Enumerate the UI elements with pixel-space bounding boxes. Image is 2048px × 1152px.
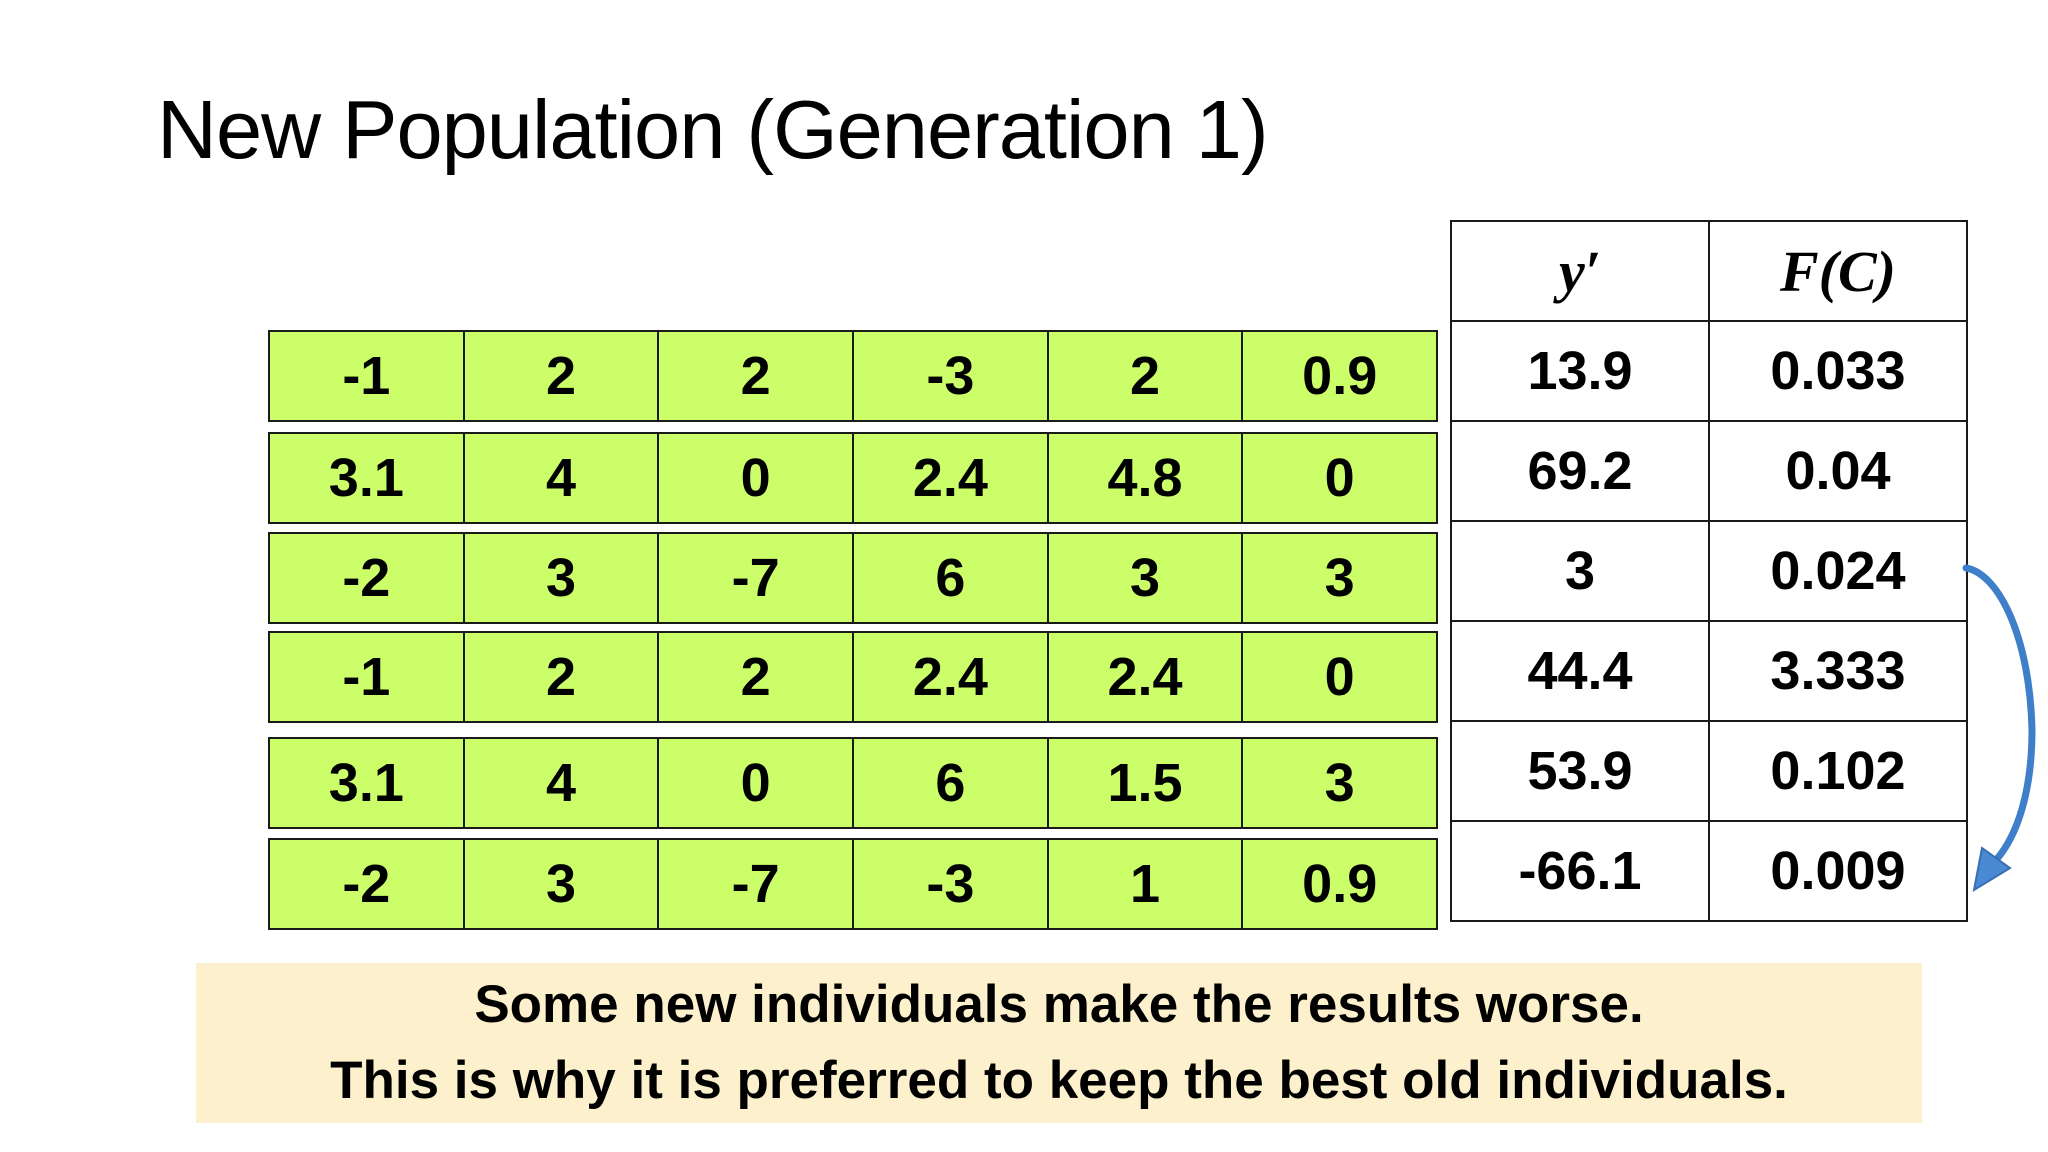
gene-cell: -2 bbox=[270, 534, 465, 622]
gene-cell: 3 bbox=[1324, 753, 1355, 813]
gene-cell: 0.9 bbox=[1302, 346, 1378, 406]
gene-cell: 2.4 bbox=[854, 434, 1049, 522]
fitness-header: F(C) bbox=[1708, 220, 1968, 322]
y-prime-value: 53.9 bbox=[1450, 720, 1710, 822]
gene-cell: 1.5 bbox=[1049, 739, 1244, 827]
gene-cell: -1 bbox=[270, 332, 465, 420]
gene-cell: 0.9 bbox=[1302, 854, 1378, 914]
y-prime-value: 13.9 bbox=[1450, 320, 1710, 422]
fitness-value: 3.333 bbox=[1708, 620, 1968, 722]
chromosome-row: -1 2 2 2.4 2.4 0 bbox=[268, 631, 1438, 723]
gene-cell: -3 bbox=[854, 332, 1049, 420]
gene-cell: 6 bbox=[854, 739, 1049, 827]
fitness-header-row: y′ F(C) bbox=[1450, 220, 1968, 322]
gene-cell: 3 bbox=[465, 534, 660, 622]
y-prime-value: 69.2 bbox=[1450, 420, 1710, 522]
slide-title: New Population (Generation 1) bbox=[157, 83, 1269, 176]
gene-cell: 2 bbox=[659, 332, 855, 420]
y-prime-value: 3 bbox=[1450, 520, 1710, 622]
gene-cell: -3 bbox=[854, 840, 1049, 928]
note-box: Some new individuals make the results wo… bbox=[196, 963, 1922, 1123]
gene-cell: 4 bbox=[465, 739, 660, 827]
fitness-row: 53.9 0.102 bbox=[1450, 720, 1968, 822]
gene-cell: 4.8 bbox=[1049, 434, 1244, 522]
y-prime-header: y′ bbox=[1450, 220, 1710, 322]
gene-cell: 0 bbox=[1324, 448, 1355, 508]
y-prime-value: -66.1 bbox=[1450, 820, 1710, 922]
gene-cell: 4 bbox=[465, 434, 660, 522]
gene-cell: 3 bbox=[1049, 534, 1244, 622]
gene-cell: -1 bbox=[270, 633, 465, 721]
gene-cell: 0 bbox=[659, 434, 855, 522]
fitness-value: 0.033 bbox=[1708, 320, 1968, 422]
gene-cell: 2 bbox=[1049, 332, 1244, 420]
chromosome-row: 3.1 4 0 6 1.5 3 bbox=[268, 737, 1438, 829]
gene-cell: 2 bbox=[659, 633, 855, 721]
chromosome-row: 3.1 4 0 2.4 4.8 0 bbox=[268, 432, 1438, 524]
gene-cell: 2.4 bbox=[854, 633, 1049, 721]
gene-cell: 0 bbox=[1324, 647, 1355, 707]
gene-cell: -7 bbox=[659, 840, 855, 928]
gene-cell: 3.1 bbox=[270, 739, 465, 827]
chromosome-row: -2 3 -7 -3 1 0.9 bbox=[268, 838, 1438, 930]
gene-cell: 1 bbox=[1049, 840, 1244, 928]
note-line-1: Some new individuals make the results wo… bbox=[474, 975, 1644, 1034]
curved-arrow-icon bbox=[1962, 564, 2036, 893]
fitness-value: 0.009 bbox=[1708, 820, 1968, 922]
fitness-row: 3 0.024 bbox=[1450, 520, 1968, 622]
gene-cell: -7 bbox=[659, 534, 855, 622]
fitness-table: y′ F(C) 13.9 0.033 69.2 0.04 3 0.024 44.… bbox=[1450, 220, 1968, 922]
chromosome-row: -1 2 2 -3 2 0.9 bbox=[268, 330, 1438, 422]
gene-cell: 2 bbox=[465, 332, 660, 420]
gene-cell: 2.4 bbox=[1049, 633, 1244, 721]
gene-cell: -2 bbox=[270, 840, 465, 928]
gene-cell: 6 bbox=[854, 534, 1049, 622]
fitness-row: -66.1 0.009 bbox=[1450, 820, 1968, 922]
fitness-row: 69.2 0.04 bbox=[1450, 420, 1968, 522]
fitness-value: 0.024 bbox=[1708, 520, 1968, 622]
fitness-value: 0.102 bbox=[1708, 720, 1968, 822]
chromosome-row: -2 3 -7 6 3 3 bbox=[268, 532, 1438, 624]
fitness-row: 44.4 3.333 bbox=[1450, 620, 1968, 722]
gene-cell: 3.1 bbox=[270, 434, 465, 522]
gene-cell: 3 bbox=[1324, 548, 1355, 608]
gene-cell: 0 bbox=[659, 739, 855, 827]
fitness-row: 13.9 0.033 bbox=[1450, 320, 1968, 422]
fitness-value: 0.04 bbox=[1708, 420, 1968, 522]
gene-cell: 3 bbox=[465, 840, 660, 928]
gene-cell: 2 bbox=[465, 633, 660, 721]
y-prime-value: 44.4 bbox=[1450, 620, 1710, 722]
note-line-2: This is why it is preferred to keep the … bbox=[330, 1051, 1788, 1110]
